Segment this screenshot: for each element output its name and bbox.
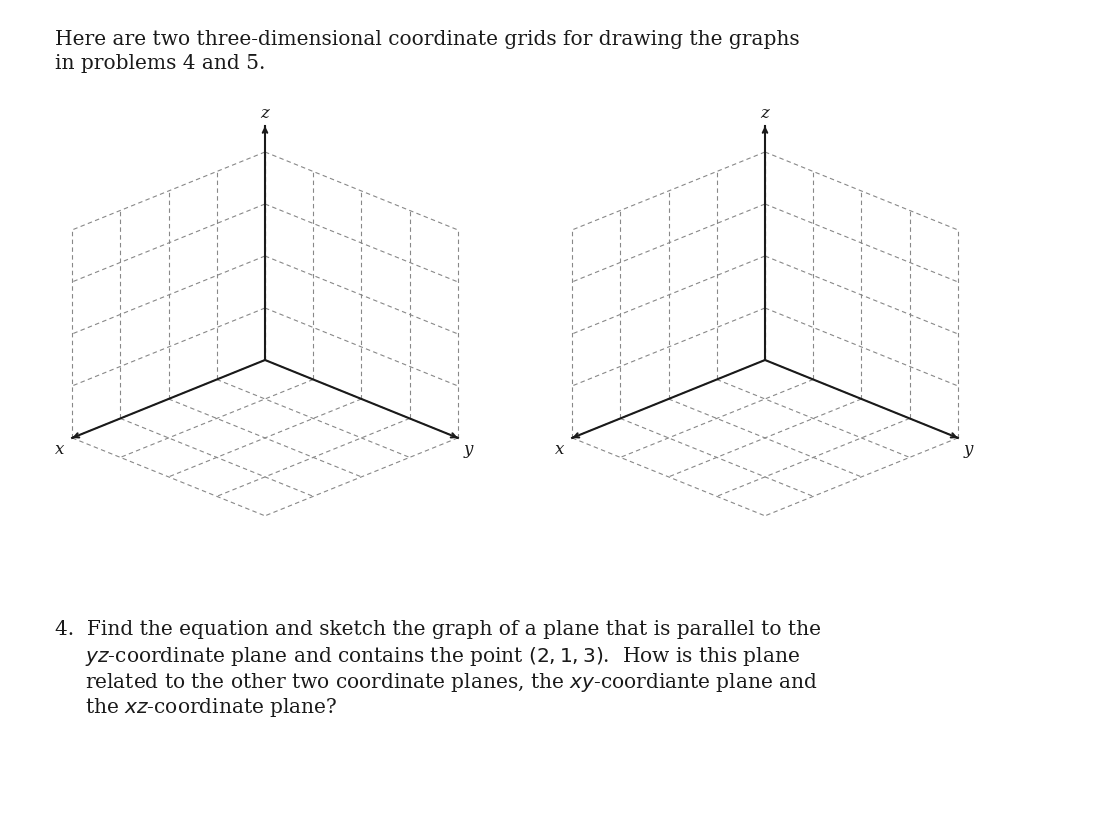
Text: z: z [260, 105, 269, 122]
Text: x: x [555, 441, 564, 458]
Text: Here are two three-dimensional coordinate grids for drawing the graphs: Here are two three-dimensional coordinat… [55, 30, 800, 49]
Text: y: y [464, 441, 474, 458]
Text: z: z [761, 105, 769, 122]
Text: x: x [55, 441, 64, 458]
Text: in problems 4 and 5.: in problems 4 and 5. [55, 54, 265, 73]
Text: related to the other two coordinate planes, the $xy$-coordiante plane and: related to the other two coordinate plan… [85, 671, 818, 694]
Text: the $xz$-coordinate plane?: the $xz$-coordinate plane? [85, 696, 337, 719]
Text: 4.  Find the equation and sketch the graph of a plane that is parallel to the: 4. Find the equation and sketch the grap… [55, 620, 821, 639]
Text: y: y [964, 441, 974, 458]
Text: $yz$-coordinate plane and contains the point $(2, 1, 3)$.  How is this plane: $yz$-coordinate plane and contains the p… [85, 646, 800, 668]
